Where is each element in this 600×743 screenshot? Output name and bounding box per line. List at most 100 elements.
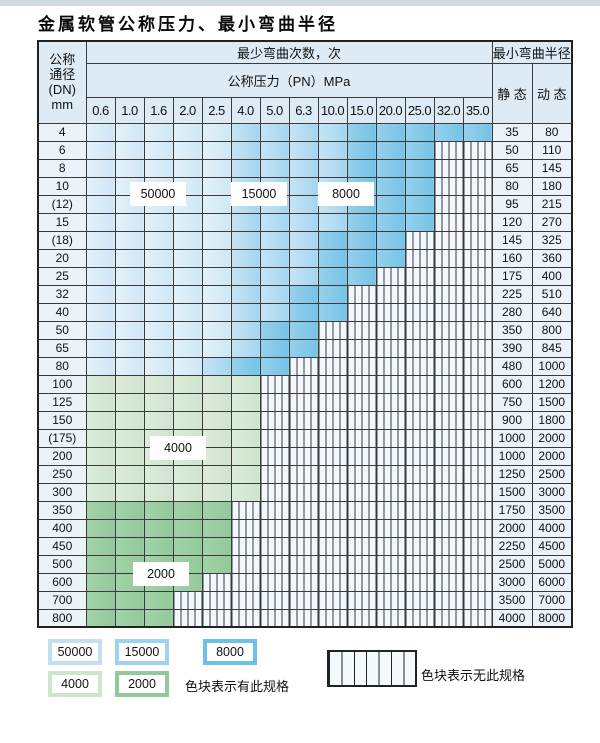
pressure-col-header: 15.0 — [346, 96, 377, 124]
spec-cell — [201, 248, 232, 268]
spec-cell — [172, 356, 203, 376]
no-spec-cell — [404, 464, 435, 484]
spec-cell — [317, 140, 348, 160]
spec-cell — [201, 356, 232, 376]
no-spec-cell — [346, 572, 377, 592]
static-radius-cell: 1250 — [491, 464, 533, 484]
dynamic-radius-cell: 1800 — [531, 410, 573, 430]
spec-cell — [201, 536, 232, 556]
no-spec-cell — [259, 590, 290, 610]
dn-cell: 300 — [37, 482, 87, 502]
spec-cell — [172, 230, 203, 250]
pressure-col-header: 5.0 — [259, 96, 290, 124]
no-spec-cell — [462, 230, 493, 250]
spec-cell — [143, 338, 174, 358]
spec-cell — [230, 248, 261, 268]
no-spec-cell — [346, 608, 377, 628]
spec-cell — [259, 266, 290, 286]
spec-cell — [85, 554, 116, 574]
spec-cell — [230, 482, 261, 502]
pressure-col-header: 1.6 — [143, 96, 174, 124]
spec-cell — [230, 446, 261, 466]
table-row: 300 1500 3000 — [37, 482, 573, 502]
min-bend-radius-header: 最小弯曲半径 — [491, 40, 573, 64]
no-spec-cell — [317, 590, 348, 610]
no-spec-cell — [462, 194, 493, 214]
static-radius-cell: 390 — [491, 338, 533, 358]
dynamic-radius-cell: 1500 — [531, 392, 573, 412]
no-spec-cell — [462, 572, 493, 592]
no-spec-cell — [259, 518, 290, 538]
dynamic-radius-cell: 1000 — [531, 356, 573, 376]
no-spec-cell — [462, 320, 493, 340]
dn-header-line: 公称 — [49, 52, 76, 68]
table-row: 8 65 145 — [37, 158, 573, 178]
no-spec-cell — [288, 464, 319, 484]
no-spec-cell — [317, 446, 348, 466]
no-spec-cell — [462, 410, 493, 430]
spec-cell — [259, 302, 290, 322]
table-row: 200 1000 2000 — [37, 446, 573, 466]
spec-cell — [317, 266, 348, 286]
static-radius-cell: 2000 — [491, 518, 533, 538]
header-row-1: 公称 通径 (DN) mm 最少弯曲次数，次 最小弯曲半径 — [37, 40, 573, 124]
no-spec-cell — [317, 554, 348, 574]
spec-cell — [85, 536, 116, 556]
spec-cell — [172, 140, 203, 160]
spec-cell — [85, 194, 116, 214]
no-spec-cell — [375, 410, 406, 430]
pressure-radius-table: 公称 通径 (DN) mm 最少弯曲次数，次 最小弯曲半径 公称压力（PN）MPa 静… — [37, 40, 573, 628]
spec-cell — [114, 320, 145, 340]
spec-cell — [85, 374, 116, 394]
no-spec-cell — [462, 482, 493, 502]
legend-item: 4000 — [48, 671, 102, 697]
legend-has-spec-text: 色块表示有此规格 — [185, 679, 290, 694]
spec-cell — [230, 410, 261, 430]
no-spec-cell — [317, 608, 348, 628]
spec-cell — [172, 248, 203, 268]
dynamic-radius-cell: 270 — [531, 212, 573, 232]
legend-item: 2000 — [115, 671, 169, 697]
spec-cell — [462, 122, 493, 142]
no-spec-cell — [346, 482, 377, 502]
no-spec-cell — [433, 410, 464, 430]
zone-label: 50000 — [130, 182, 186, 206]
header-row-3: 0.6 1.0 1.6 2.0 2.5 4.0 5.0 6.3 10.0 15.0 20.0 25.0… — [38, 96, 572, 124]
spec-cell — [433, 122, 464, 142]
spec-cell — [230, 230, 261, 250]
static-radius-cell: 1500 — [491, 482, 533, 502]
no-spec-cell — [462, 248, 493, 268]
no-spec-cell — [288, 428, 319, 448]
no-spec-cell — [317, 518, 348, 538]
spec-cell — [172, 392, 203, 412]
spec-cell — [375, 230, 406, 250]
nominal-pressure-header: 公称压力（PN）MPa — [85, 62, 493, 98]
dynamic-radius-cell: 1200 — [531, 374, 573, 394]
spec-cell — [143, 590, 174, 610]
spec-cell — [143, 356, 174, 376]
no-spec-cell — [404, 428, 435, 448]
spec-cell — [201, 212, 232, 232]
no-spec-cell — [404, 482, 435, 502]
spec-cell — [114, 230, 145, 250]
spec-cell — [375, 212, 406, 232]
spec-cell — [172, 212, 203, 232]
dn-cell: 600 — [37, 572, 87, 592]
spec-cell — [259, 320, 290, 340]
no-spec-cell — [462, 590, 493, 610]
no-spec-cell — [346, 338, 377, 358]
spec-cell — [201, 482, 232, 502]
dn-cell: 10 — [37, 176, 87, 196]
no-spec-cell — [230, 500, 261, 520]
no-spec-cell — [346, 446, 377, 466]
no-spec-cell — [462, 338, 493, 358]
no-spec-cell — [346, 374, 377, 394]
spec-cell — [114, 608, 145, 628]
table-row: 6 50 110 — [37, 140, 573, 160]
no-spec-cell — [433, 230, 464, 250]
spec-cell — [172, 482, 203, 502]
no-spec-cell — [375, 518, 406, 538]
spec-cell — [288, 266, 319, 286]
no-spec-cell — [433, 374, 464, 394]
static-radius-cell: 280 — [491, 302, 533, 322]
